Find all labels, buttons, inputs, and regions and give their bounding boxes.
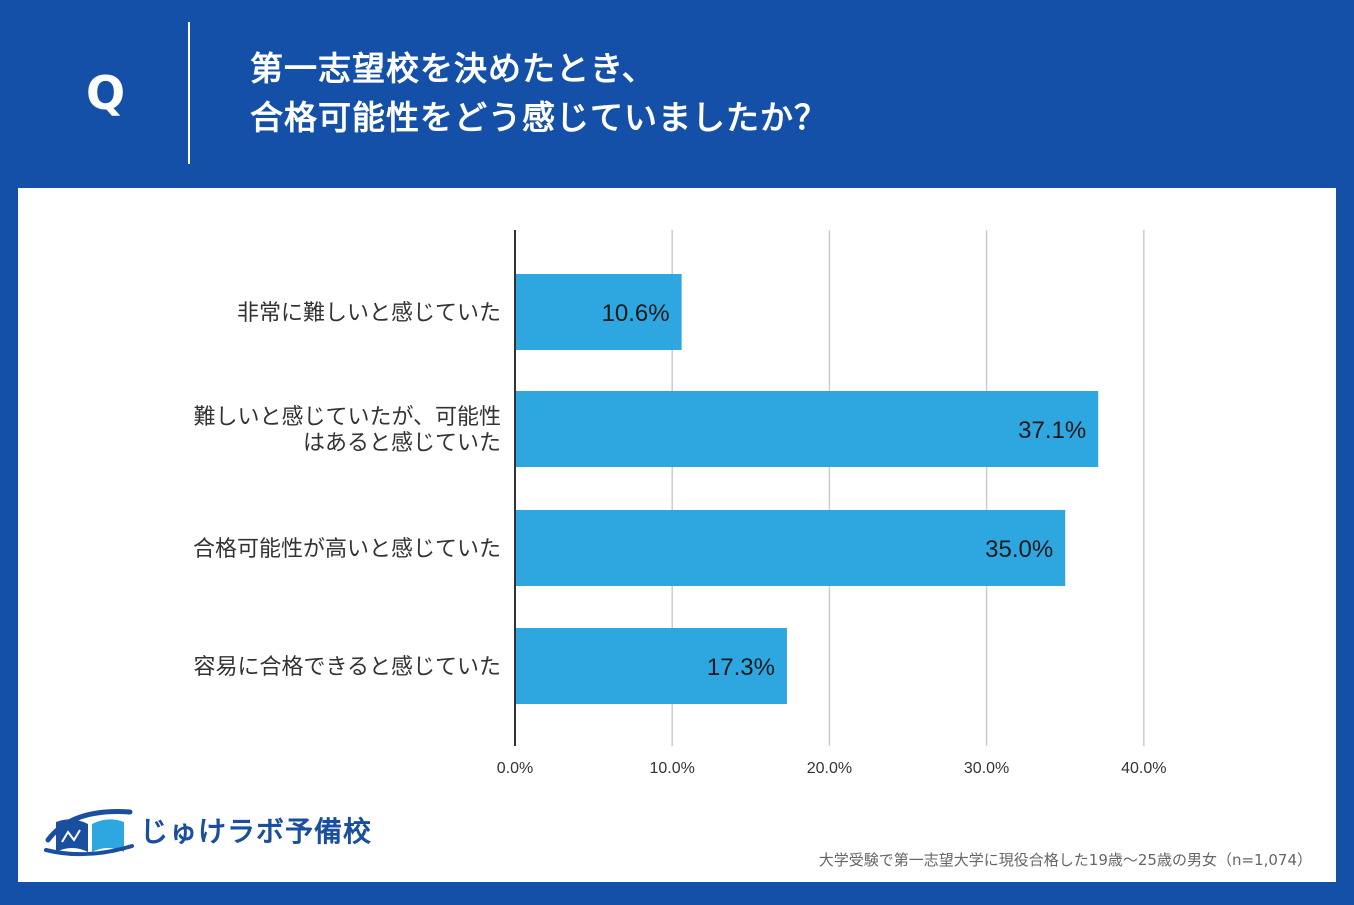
category-label: 難しいと感じていたが、可能性 bbox=[193, 405, 501, 430]
header-divider bbox=[188, 22, 190, 164]
category-label: 合格可能性が高いと感じていた bbox=[193, 537, 501, 562]
data-label: 35.0% bbox=[985, 536, 1053, 563]
header: Q 第一志望校を決めたとき、 合格可能性をどう感じていましたか？ bbox=[0, 0, 1354, 188]
category-label: 容易に合格できると感じていた bbox=[193, 655, 501, 680]
bar bbox=[515, 510, 1066, 586]
question-line-2: 合格可能性をどう感じていましたか？ bbox=[250, 98, 828, 137]
book-logo-icon bbox=[44, 809, 134, 857]
data-label: 37.1% bbox=[1018, 417, 1086, 444]
bar bbox=[515, 391, 1099, 467]
x-tick-label: 40.0% bbox=[1121, 760, 1166, 777]
x-tick-label: 0.0% bbox=[497, 760, 533, 777]
bar bbox=[515, 274, 682, 350]
question-line-1: 第一志望校を決めたとき、 bbox=[250, 49, 656, 88]
data-label: 10.6% bbox=[602, 300, 670, 327]
question-marker: Q bbox=[86, 66, 126, 120]
x-tick-label: 10.0% bbox=[650, 760, 695, 777]
question-title: 第一志望校を決めたとき、 合格可能性をどう感じていましたか？ bbox=[250, 44, 828, 142]
x-tick-label: 30.0% bbox=[964, 760, 1009, 777]
bar bbox=[515, 628, 787, 704]
logo: じゅけラボ予備校 bbox=[42, 800, 372, 860]
bar-chart: 0.0% 10.0% 20.0% 30.0% 40.0% 10.6% 非常に難しいと感じてい… bbox=[193, 230, 1166, 777]
x-tick-label: 20.0% bbox=[807, 760, 852, 777]
data-label: 17.3% bbox=[707, 654, 775, 681]
footnote: 大学受験で第一志望大学に現役合格した19歳〜25歳の男女（n=1,074） bbox=[818, 851, 1312, 869]
logo-text: じゅけラボ予備校 bbox=[140, 815, 373, 848]
chart-panel: 0.0% 10.0% 20.0% 30.0% 40.0% 10.6% 非常に難しいと感じてい… bbox=[18, 188, 1336, 882]
category-label: 非常に難しいと感じていた bbox=[237, 301, 501, 326]
category-label: はあると感じていた bbox=[303, 431, 501, 456]
